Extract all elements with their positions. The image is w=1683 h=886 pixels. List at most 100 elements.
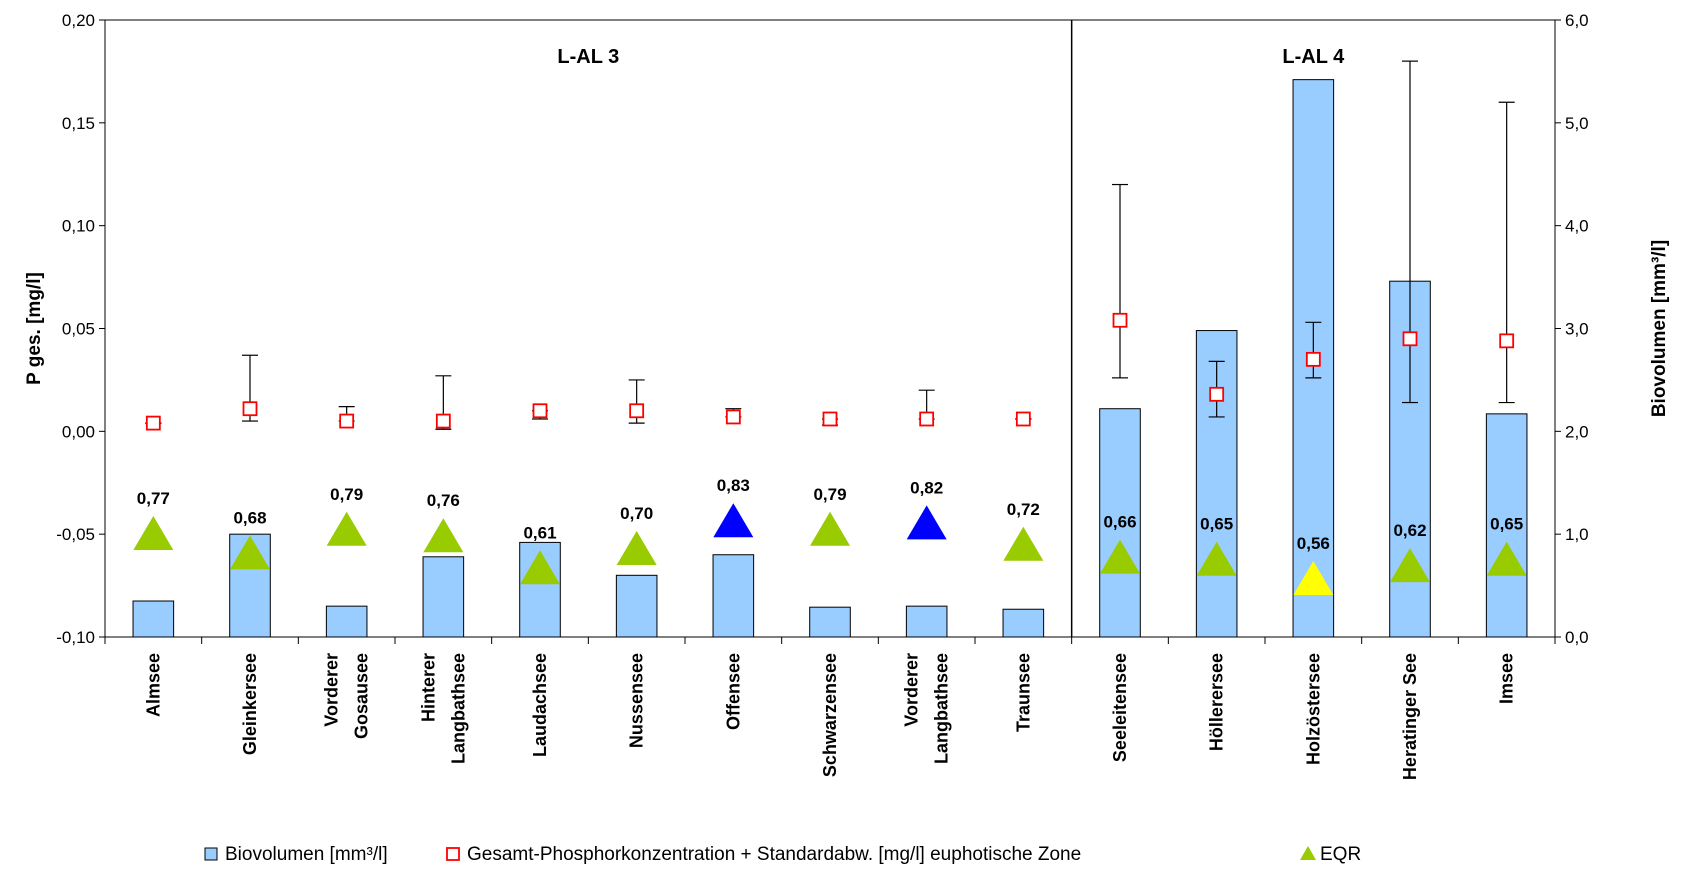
eqr-marker: [1100, 539, 1140, 574]
eqr-data-label: 0,83: [717, 476, 750, 495]
eqr-marker: [1486, 541, 1527, 576]
p-marker: [1402, 331, 1418, 347]
category-label: Holzöstersee: [1303, 653, 1323, 765]
right-tick-label: 2,0: [1565, 422, 1589, 441]
eqr-data-label: 0,82: [910, 478, 943, 497]
eqr-data-label: 0,79: [330, 485, 363, 504]
eqr-marker: [810, 511, 850, 546]
left-tick-label: -0,05: [56, 525, 95, 544]
eqr-data-label: 0,79: [813, 485, 846, 504]
eqr-marker: [906, 505, 947, 540]
p-marker: [919, 411, 935, 427]
category-label-line: Gleinkersee: [240, 653, 260, 755]
eqr-marker: [713, 503, 754, 538]
eqr-marker: [616, 531, 657, 566]
bar-biovolumen: [422, 556, 465, 638]
category-label: Hinterer Langbathsee: [418, 653, 468, 764]
left-tick-label: 0,10: [62, 217, 95, 236]
bar-biovolumen: [1099, 408, 1141, 638]
eqr-marker: [326, 511, 367, 546]
right-tick-label: 3,0: [1565, 320, 1589, 339]
category-label-line: Seeleitensee: [1110, 653, 1130, 762]
left-tick-label: 0,20: [62, 11, 95, 30]
eqr-data-label: 0,70: [620, 504, 653, 523]
category-label-line: Höllerersee: [1207, 653, 1227, 751]
category-label-line: Vorderer: [322, 653, 342, 727]
p-marker: [1305, 351, 1321, 367]
category-label: Heratinger See: [1400, 653, 1420, 780]
category-label-line: Offensee: [723, 653, 743, 730]
bar-biovolumen: [132, 600, 175, 638]
category-label: Almsee: [143, 653, 163, 717]
eqr-data-label: 0,66: [1103, 513, 1136, 532]
category-label: Vorderer Gosausee: [322, 653, 372, 739]
p-marker: [1015, 411, 1031, 427]
p-marker: [629, 403, 645, 419]
category-label-line: Laudachsee: [530, 653, 550, 757]
category-label: Seeleitensee: [1110, 653, 1130, 762]
category-label-line: Schwarzensee: [820, 653, 840, 777]
category-label: Vorderer Langbathsee: [902, 653, 952, 764]
p-marker: [1209, 386, 1225, 402]
bar-biovolumen: [615, 574, 658, 638]
left-tick-label: -0,10: [56, 628, 95, 647]
category-label: Laudachsee: [530, 653, 550, 757]
bar-biovolumen: [712, 554, 755, 638]
category-label-line: Holzöstersee: [1303, 653, 1323, 765]
eqr-data-label: 0,65: [1490, 515, 1523, 534]
eqr-data-label: 0,72: [1007, 500, 1040, 519]
category-label-line: Traunsee: [1013, 653, 1033, 732]
eqr-data-label: 0,61: [523, 523, 556, 542]
group-label: L-AL 4: [1282, 46, 1345, 68]
category-label-line: Langbathsee: [448, 653, 468, 764]
right-tick-label: 6,0: [1565, 11, 1589, 30]
legend-marker-biovolumen: [204, 847, 218, 861]
p-marker: [339, 413, 355, 429]
legend-marker-eqr: [1300, 846, 1316, 860]
left-tick-label: 0,15: [62, 114, 95, 133]
group-label: L-AL 3: [557, 46, 619, 68]
right-tick-label: 1,0: [1565, 525, 1589, 544]
eqr-data-label: 0,68: [233, 508, 266, 527]
p-marker: [725, 409, 741, 425]
category-label: Schwarzensee: [820, 653, 840, 777]
p-marker: [532, 403, 548, 419]
y-left-axis-title: P ges. [mg/l]: [24, 272, 45, 385]
left-tick-label: 0,00: [62, 422, 95, 441]
legend-label: Gesamt-Phosphorkonzentration + Standarda…: [467, 844, 1081, 865]
p-marker: [145, 415, 161, 431]
category-label: Gleinkersee: [240, 653, 260, 755]
p-marker: [822, 411, 838, 427]
p-marker: [242, 401, 258, 417]
category-label: Traunsee: [1013, 653, 1033, 732]
category-label-line: Almsee: [143, 653, 163, 717]
category-label-line: Hinterer: [418, 653, 438, 722]
eqr-data-label: 0,62: [1393, 521, 1426, 540]
p-marker: [1499, 333, 1515, 349]
left-tick-label: 0,05: [62, 320, 95, 339]
eqr-marker: [230, 535, 270, 570]
legend-label: EQR: [1320, 844, 1361, 865]
category-label: Nussensee: [627, 653, 647, 748]
bar-biovolumen: [905, 605, 948, 638]
category-label-line: Langbathsee: [932, 653, 952, 764]
eqr-marker: [423, 518, 464, 553]
eqr-data-label: 0,77: [137, 489, 170, 508]
category-label-line: Imsee: [1497, 653, 1517, 704]
p-marker: [1112, 312, 1128, 328]
y-right-axis-title: Biovolumen [mm³/l]: [1649, 240, 1670, 417]
category-label-line: Vorderer: [902, 653, 922, 727]
bar-biovolumen: [1002, 608, 1045, 638]
category-label-line: Heratinger See: [1400, 653, 1420, 780]
category-label-line: Nussensee: [627, 653, 647, 748]
legend-marker-phosphor: [446, 847, 460, 861]
right-tick-label: 5,0: [1565, 114, 1589, 133]
legend-label: Biovolumen [mm³/l]: [225, 844, 388, 865]
bar-biovolumen: [1485, 413, 1528, 638]
eqr-marker: [1003, 526, 1044, 561]
right-tick-label: 4,0: [1565, 217, 1589, 236]
eqr-marker: [1293, 561, 1334, 595]
category-label: Offensee: [723, 653, 743, 730]
